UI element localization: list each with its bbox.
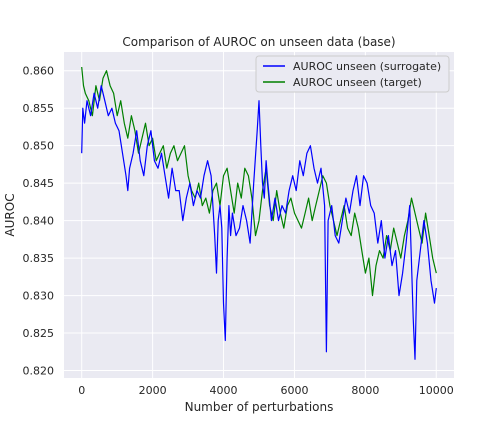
x-tick-label: 2000 [139,384,167,397]
y-tick-label: 0.825 [23,327,55,340]
x-tick-label: 6000 [280,384,308,397]
y-tick-label: 0.835 [23,252,55,265]
x-tick-label: 4000 [210,384,238,397]
series-line-target [81,66,437,297]
x-tick-label: 0 [78,384,85,397]
legend-label-surrogate: AUROC unseen (surrogate) [293,60,441,73]
y-tick-label: 0.860 [23,65,55,78]
series-layer [81,66,437,360]
legend-label-target: AUROC unseen (target) [293,76,422,89]
chart-title: Comparison of AUROC on unseen data (base… [122,35,395,49]
series-line-surrogate [81,85,437,360]
y-tick-label: 0.830 [23,290,55,303]
y-tick-label: 0.850 [23,140,55,153]
legend-box [255,55,450,93]
x-tick-label: 10000 [419,384,454,397]
y-tick-label: 0.820 [23,365,55,378]
y-tick-label: 0.840 [23,215,55,228]
ticks: 0 2000 4000 6000 8000 10000 0.820 0.825 0.830 0.8… [23,65,454,397]
y-axis-label: AUROC [3,193,17,236]
x-tick-label: 8000 [351,384,379,397]
y-tick-label: 0.845 [23,177,55,190]
x-axis-label: Number of perturbations [185,400,334,414]
legend: AUROC unseen (surrogate) AUROC unseen (t… [255,55,450,93]
y-tick-label: 0.855 [23,102,55,115]
